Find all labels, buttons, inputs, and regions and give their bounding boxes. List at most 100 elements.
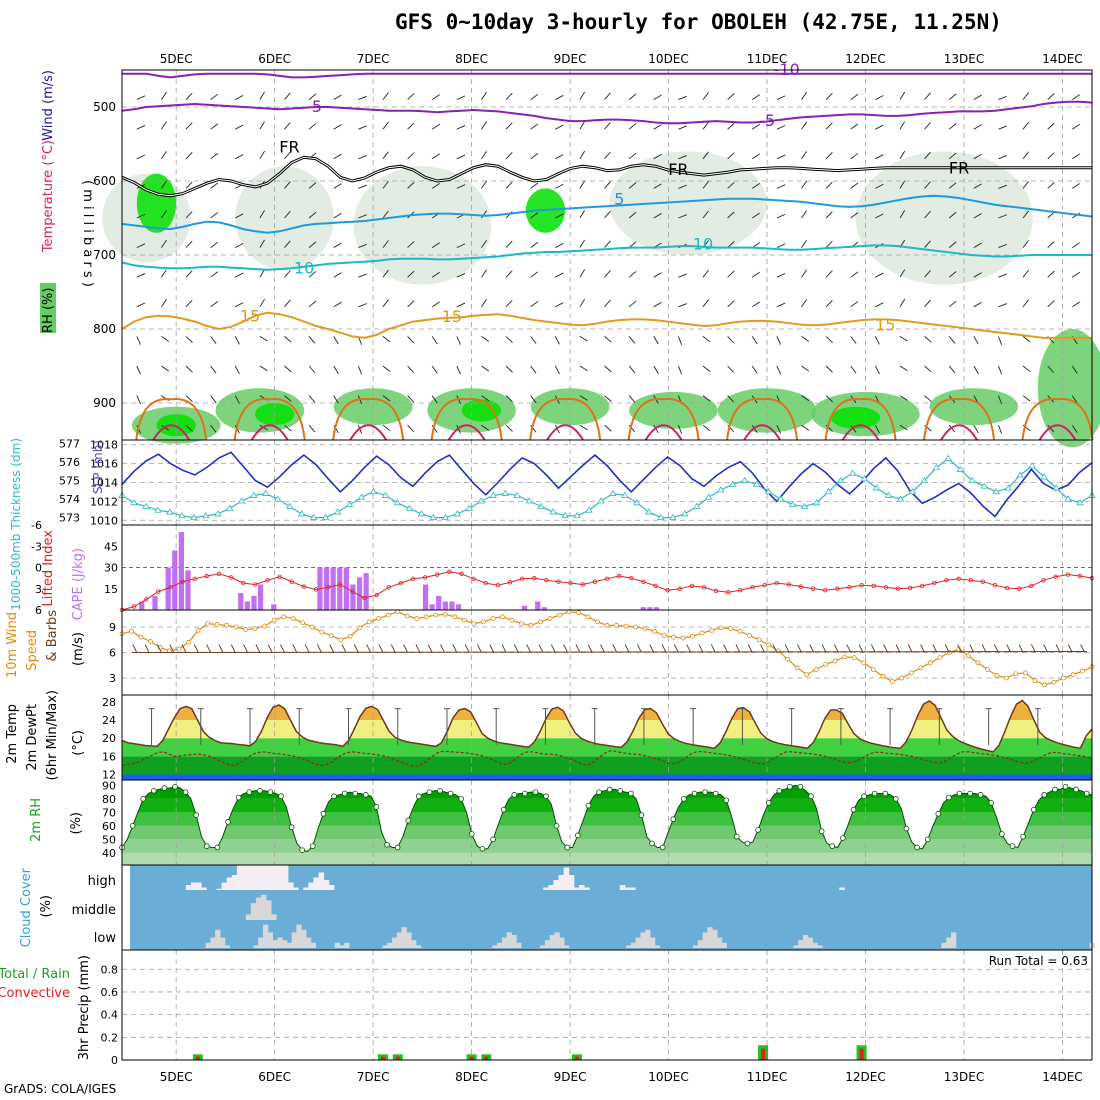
wind-barb	[579, 239, 586, 248]
wind-barb	[604, 92, 611, 100]
surface-wind-barb	[193, 644, 199, 653]
rh-patch	[717, 388, 817, 433]
surface-wind-barb	[772, 644, 778, 653]
wind-barb	[284, 122, 291, 130]
lifted-marker	[847, 585, 852, 590]
wind-barb	[358, 95, 367, 101]
rh-marker	[893, 796, 899, 802]
wind-barb	[702, 299, 709, 308]
wind-barb	[1047, 300, 1055, 308]
wind-speed-marker	[918, 665, 924, 671]
wind-barb	[801, 424, 810, 431]
surface-wind-barb	[378, 644, 384, 653]
wind-barb	[1022, 210, 1029, 219]
wind-barb	[259, 150, 265, 160]
wind-barb	[185, 270, 193, 278]
wind-barb	[924, 92, 931, 100]
cloud-high-bar	[277, 865, 284, 890]
surface-wind-barb	[477, 644, 482, 653]
cloud-low-bar	[506, 932, 512, 948]
warm-curve-hot	[250, 424, 289, 441]
wind-speed-marker	[899, 675, 905, 681]
rh-marker	[182, 789, 189, 795]
wind-speed-marker	[509, 617, 515, 623]
lifted-marker	[932, 580, 937, 586]
wind-barb	[308, 241, 317, 248]
thickness-marker	[980, 482, 988, 489]
cloud-low-bar	[941, 942, 947, 948]
warm-curve	[332, 398, 405, 441]
rh-tick-label: 80	[102, 793, 116, 806]
surface-wind-barb	[353, 644, 359, 653]
wind-barb	[628, 300, 637, 308]
thickness-marker	[166, 508, 174, 515]
surface-wind-barb	[649, 644, 655, 653]
wind-barb	[554, 424, 560, 434]
wind-barb	[1071, 395, 1078, 404]
thickness-marker	[764, 487, 773, 495]
rh-marker	[946, 794, 952, 801]
wind-barb	[431, 395, 438, 404]
cloud-high-bar	[252, 865, 258, 890]
wind-barb	[702, 210, 709, 219]
temp-line	[121, 699, 1093, 753]
lifted-marker	[131, 604, 137, 609]
wind-barb	[850, 365, 857, 374]
wind-barb	[136, 273, 146, 278]
wind-barb	[875, 272, 884, 278]
wind-speed-marker	[547, 616, 553, 621]
cloud-low-bar	[301, 929, 307, 948]
lifted-marker	[738, 587, 743, 593]
wind-barb	[924, 365, 932, 373]
warm-curve	[923, 398, 996, 441]
rh-marker	[479, 846, 486, 852]
thickness-marker	[848, 469, 857, 476]
wind-barb	[776, 336, 781, 345]
lifted-marker	[519, 576, 525, 582]
surface-wind-barb	[452, 644, 458, 653]
rh-marker	[129, 823, 136, 829]
wind-barb	[382, 269, 389, 278]
lifted-marker	[168, 585, 173, 590]
wind-speed-marker	[366, 619, 372, 625]
rh-marker	[1073, 786, 1079, 793]
wind-barb	[235, 213, 244, 219]
wind-barb	[801, 299, 808, 308]
wind-barb	[210, 271, 219, 278]
wind-barb	[825, 270, 833, 278]
temp-tick-label: 28	[102, 696, 116, 709]
wind-barb	[161, 210, 167, 219]
wind-barb	[234, 365, 240, 375]
temp-label: 2m Temp	[5, 704, 20, 764]
cloud-low-bar	[544, 940, 551, 948]
cape-bar	[521, 605, 528, 610]
lifted-marker	[859, 583, 864, 588]
surface-wind-barb	[797, 644, 802, 653]
wind-speed-marker	[690, 633, 695, 639]
rh-marker	[1009, 843, 1016, 849]
wind-barb	[628, 93, 637, 100]
cloud-low-bar	[693, 945, 699, 948]
cloud-low-bar	[793, 945, 799, 948]
rh-marker	[225, 819, 231, 825]
wind-barb	[284, 299, 291, 308]
surface-wind-barb	[673, 644, 679, 653]
rh-marker	[861, 793, 867, 799]
wind-barb	[678, 303, 687, 308]
cloud-unit-label: (%)	[39, 895, 54, 918]
rh-marker	[511, 792, 518, 798]
wind-barb	[235, 243, 244, 248]
slp-tick-label: 1018	[90, 439, 118, 452]
wind-barb	[899, 424, 908, 431]
thickness-marker	[968, 476, 976, 484]
surface-wind-barb	[870, 644, 876, 653]
wind-barb	[333, 336, 339, 345]
lifted-marker	[507, 580, 513, 585]
rh-marker	[988, 800, 995, 806]
thickness-marker	[369, 487, 378, 495]
rh-tick-label: 50	[102, 833, 116, 846]
cloud-high-bar	[236, 865, 243, 890]
wind-barb	[752, 123, 761, 130]
wind-barb	[776, 243, 786, 249]
surface-wind-barb	[994, 644, 999, 653]
